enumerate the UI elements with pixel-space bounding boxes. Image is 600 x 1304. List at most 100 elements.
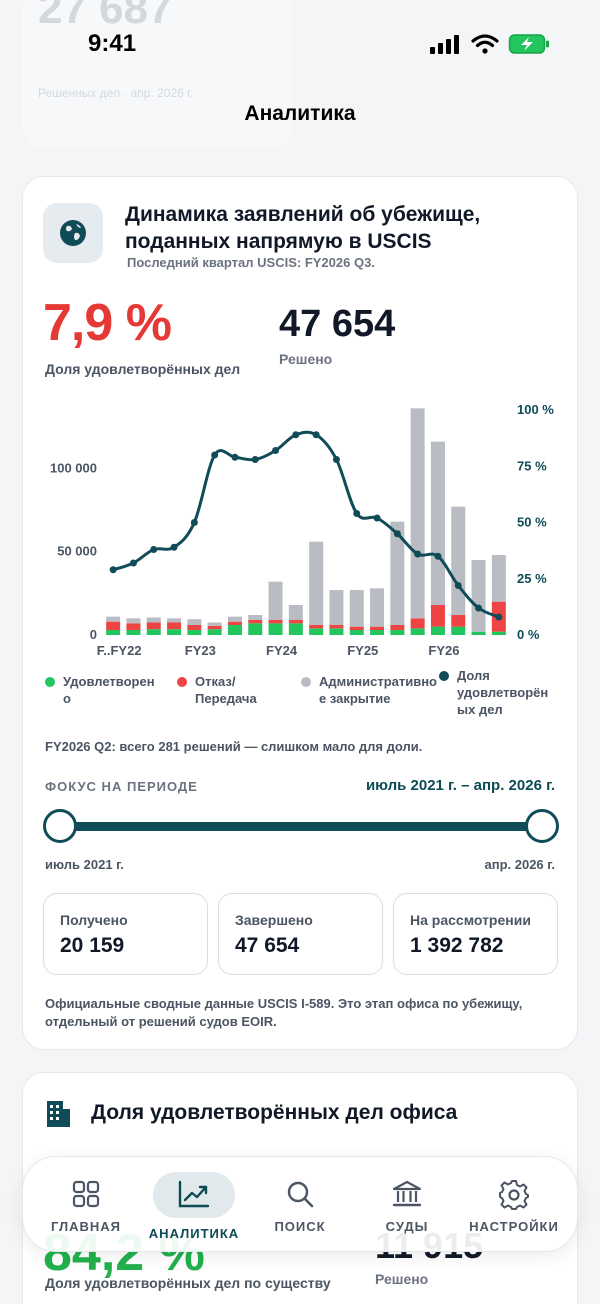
rate-point: [109, 566, 117, 574]
legend-dot-admin: [301, 677, 311, 687]
search-icon: [287, 1181, 314, 1208]
rate-point: [170, 543, 178, 551]
bar-granted: [227, 625, 242, 635]
bar-admin: [248, 615, 263, 620]
bar-denied: [187, 625, 202, 630]
bar-admin: [106, 616, 121, 622]
tab-home-label: ГЛАВНАЯ: [50, 1219, 122, 1234]
card-footnote: Официальные сводные данные USCIS I-589. …: [45, 996, 523, 1029]
rate-point: [373, 514, 381, 522]
bar-denied: [370, 626, 385, 630]
legend-item-granted: Удовлетворен о: [45, 673, 155, 707]
focus-period-range: июль 2021 г. – апр. 2026 г.: [365, 777, 555, 794]
tab-bar: ГЛАВНАЯ АНАЛИТИКА ПОИСК СУДЫ НАСТРОЙКИ: [22, 1156, 578, 1252]
tab-courts[interactable]: СУДЫ: [361, 1157, 453, 1253]
status-icons: [430, 33, 550, 55]
bar-admin: [451, 506, 466, 615]
legend-label-denied: Отказ/ Передача: [195, 674, 257, 706]
building-icon: [47, 1101, 70, 1127]
bar-admin: [329, 590, 344, 625]
bar-admin: [471, 560, 486, 632]
bar-admin: [167, 618, 182, 623]
period-range-slider[interactable]: [43, 809, 559, 843]
y-left-tick-label: 0: [90, 627, 97, 642]
y-right-tick-label: 0 %: [517, 627, 540, 642]
bar-denied: [227, 621, 242, 625]
chart-note: FY2026 Q2: всего 281 решений — слишком м…: [45, 739, 423, 754]
y-left-tick-label: 50 000: [57, 544, 97, 559]
bar-granted: [288, 623, 303, 635]
bar-granted: [471, 631, 486, 635]
grant-rate-value: 7,9 %: [43, 294, 172, 352]
bar-granted: [451, 626, 466, 635]
slider-min-label: июль 2021 г.: [45, 857, 124, 872]
rate-point: [272, 447, 280, 454]
office-grant-rate-label: Доля удовлетворённых дел по существу: [45, 1275, 331, 1291]
stat-received-value: 20 159: [60, 934, 125, 957]
tab-settings[interactable]: НАСТРОЙКИ: [459, 1157, 569, 1253]
bar-denied: [410, 618, 425, 629]
decisions-label: Решено: [279, 351, 333, 367]
rate-point: [495, 613, 503, 621]
status-time: 9:41: [88, 30, 137, 57]
bar-granted: [410, 628, 425, 635]
rate-point: [312, 431, 320, 439]
rate-point: [129, 559, 137, 567]
x-tick-label: FY25: [347, 643, 378, 658]
stat-pending: На рассмотрении 1 392 782: [393, 893, 558, 975]
gear-icon: [499, 1180, 529, 1210]
bar-admin: [146, 617, 161, 623]
bar-granted: [390, 630, 405, 635]
bar-denied: [106, 621, 121, 630]
asylum-trends-card: Динамика заявлений об убежище, поданных …: [22, 176, 578, 1050]
card-title: Динамика заявлений об убежище, поданных …: [125, 203, 481, 253]
bar-admin: [126, 618, 141, 624]
background-caption: Решенных дел · апр. 2026 г.: [38, 86, 194, 100]
bar-denied: [268, 620, 283, 624]
bar-admin: [227, 616, 242, 622]
bar-admin: [349, 590, 364, 627]
bar-admin: [268, 581, 283, 620]
legend-dot-denied: [177, 677, 187, 687]
rate-point: [434, 552, 442, 560]
bar-denied: [309, 625, 324, 629]
bar-denied: [207, 625, 222, 630]
stat-pending-label: На рассмотрении: [410, 912, 531, 928]
bar-granted: [146, 629, 161, 635]
bar-granted: [370, 630, 385, 635]
bar-granted: [207, 629, 222, 635]
tab-home[interactable]: ГЛАВНАЯ: [39, 1157, 133, 1253]
slider-end-handle[interactable]: [525, 809, 559, 843]
card-icon-box: [43, 203, 103, 263]
bar-granted: [126, 630, 141, 635]
slider-start-handle[interactable]: [43, 809, 77, 843]
rate-point: [292, 431, 300, 439]
bar-denied: [390, 625, 405, 630]
background-card: 27 687 Решенных дел · апр. 2026 г.: [22, 0, 292, 148]
bar-granted: [329, 628, 344, 635]
background-number: 27 687: [38, 0, 173, 33]
stat-completed-label: Завершено: [235, 912, 313, 928]
tab-analytics[interactable]: АНАЛИТИКА: [139, 1157, 249, 1253]
battery-icon: [508, 34, 549, 54]
globe-icon: [60, 220, 86, 246]
y-right-tick-label: 100 %: [517, 402, 554, 417]
slider-track[interactable]: [53, 822, 549, 831]
legend-label-admin: Административно е закрытие: [319, 674, 438, 706]
page-title: Аналитика: [244, 102, 356, 125]
legend-dot-rate: [439, 671, 449, 681]
x-tick-label: FY23: [185, 643, 216, 658]
bar-admin: [430, 441, 445, 605]
bar-granted: [491, 631, 506, 635]
rate-point: [251, 456, 259, 463]
x-tick-label: FY24: [266, 643, 298, 658]
bar-denied: [126, 623, 141, 630]
legend-label-rate: Доля удовлетворён ых дел: [457, 668, 549, 717]
tab-search[interactable]: ПОИСК: [255, 1157, 345, 1253]
status-bar: 9:41: [0, 0, 600, 90]
legend-item-rate: Доля удовлетворён ых дел: [439, 667, 565, 718]
bar-admin: [288, 605, 303, 620]
signal-icon: [430, 35, 459, 54]
chart-icon: [178, 1180, 210, 1208]
bar-denied: [146, 622, 161, 630]
